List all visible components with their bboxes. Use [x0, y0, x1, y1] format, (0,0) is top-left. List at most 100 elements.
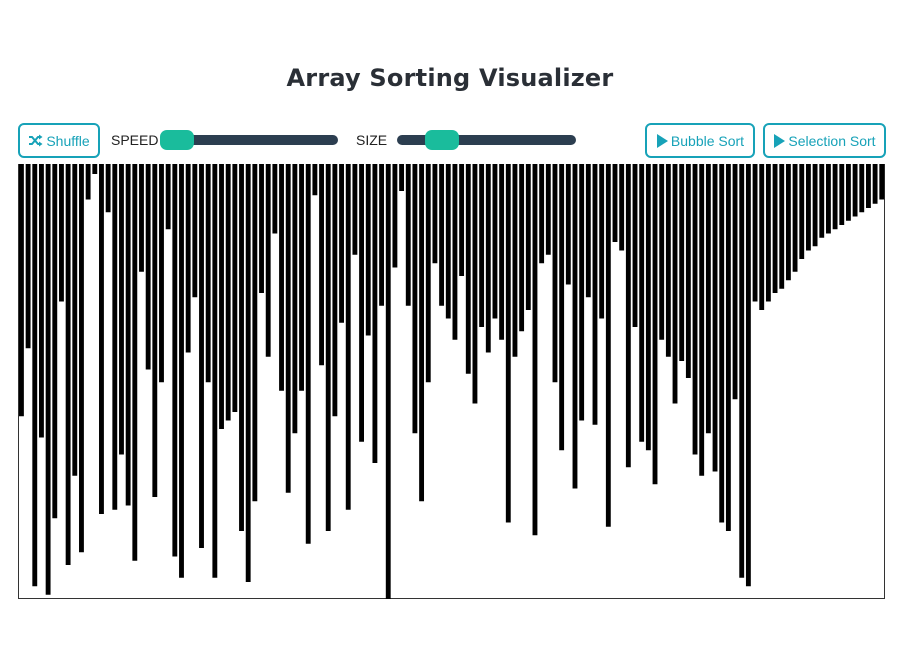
- array-bar: [85, 164, 91, 200]
- array-bar: [285, 164, 291, 493]
- play-icon: [773, 133, 786, 148]
- array-bar: [25, 164, 31, 349]
- array-bar: [559, 164, 565, 451]
- array-bar: [605, 164, 611, 527]
- size-slider[interactable]: [397, 130, 576, 150]
- array-bar: [492, 164, 498, 319]
- array-bar: [245, 164, 251, 582]
- bars-canvas: [18, 164, 885, 599]
- array-bar: [392, 164, 398, 268]
- array-bar: [505, 164, 511, 523]
- array-bar: [99, 164, 104, 514]
- array-bar: [672, 164, 678, 404]
- size-label: SIZE: [356, 132, 388, 148]
- bubble-sort-label: Bubble Sort: [670, 132, 745, 149]
- array-bar: [412, 164, 418, 434]
- array-bar: [165, 164, 171, 230]
- array-bar: [345, 164, 351, 510]
- array-bar: [432, 164, 438, 264]
- array-bar: [839, 164, 845, 225]
- selection-sort-button[interactable]: Selection Sort: [763, 123, 886, 158]
- array-bar: [92, 164, 98, 174]
- array-bar: [185, 164, 191, 353]
- array-bar: [539, 164, 545, 264]
- array-bar: [659, 164, 665, 340]
- array-bar: [292, 164, 298, 434]
- array-bar: [279, 164, 284, 391]
- array-bar: [145, 164, 151, 370]
- array-bar: [405, 164, 411, 306]
- speed-slider[interactable]: [160, 130, 338, 150]
- array-bar: [872, 164, 878, 204]
- array-bar: [325, 164, 331, 531]
- array-bar: [52, 164, 58, 519]
- array-bar: [879, 164, 885, 200]
- array-bar: [485, 164, 491, 353]
- array-bar: [799, 164, 805, 259]
- array-bar: [305, 164, 311, 544]
- array-bar: [572, 164, 578, 489]
- array-bar: [19, 164, 24, 417]
- bars-svg: [19, 164, 885, 599]
- array-bar: [599, 164, 605, 319]
- shuffle-button[interactable]: Shuffle: [18, 123, 100, 158]
- array-bar: [212, 164, 218, 578]
- array-bar: [705, 164, 711, 434]
- array-bar: [739, 164, 745, 578]
- array-bar: [132, 164, 138, 561]
- array-bar: [512, 164, 518, 357]
- array-bar: [532, 164, 538, 536]
- array-bar: [439, 164, 445, 306]
- speed-label: SPEED: [111, 132, 159, 148]
- speed-slider-thumb[interactable]: [160, 130, 194, 150]
- array-bar: [725, 164, 731, 531]
- size-slider-thumb[interactable]: [425, 130, 459, 150]
- array-bar: [745, 164, 751, 587]
- array-bar: [299, 164, 304, 391]
- array-bar: [452, 164, 458, 340]
- array-bar: [792, 164, 798, 272]
- array-bar: [525, 164, 531, 310]
- array-bar: [499, 164, 505, 340]
- array-bar: [852, 164, 858, 217]
- play-icon: [656, 133, 668, 148]
- array-bar: [339, 164, 344, 323]
- array-bar: [825, 164, 831, 234]
- array-bar: [685, 164, 691, 378]
- array-bar: [72, 164, 78, 476]
- array-bar: [112, 164, 118, 510]
- array-bar: [45, 164, 51, 595]
- array-bar: [105, 164, 111, 213]
- array-bar: [192, 164, 198, 298]
- array-bar: [579, 164, 585, 421]
- array-bar: [352, 164, 358, 255]
- array-bar: [865, 164, 871, 208]
- array-bar: [552, 164, 558, 383]
- array-bar: [32, 164, 38, 587]
- array-bar: [79, 164, 84, 553]
- array-bar: [39, 164, 44, 438]
- array-bar: [819, 164, 825, 238]
- array-bar: [272, 164, 278, 234]
- array-bar: [419, 164, 425, 502]
- array-bar: [319, 164, 324, 366]
- array-bar: [59, 164, 64, 302]
- array-bar: [359, 164, 364, 442]
- array-bar: [632, 164, 638, 327]
- array-bar: [179, 164, 184, 578]
- array-bar: [765, 164, 771, 302]
- array-bar: [472, 164, 478, 404]
- array-bar: [372, 164, 378, 463]
- array-bar: [752, 164, 758, 302]
- array-bar: [692, 164, 698, 455]
- array-bar: [679, 164, 685, 361]
- array-bar: [779, 164, 785, 289]
- array-bar: [759, 164, 765, 310]
- array-bar: [719, 164, 725, 523]
- array-bar: [519, 164, 525, 332]
- array-bar: [205, 164, 211, 383]
- bubble-sort-button[interactable]: Bubble Sort: [645, 123, 755, 158]
- array-bar: [232, 164, 238, 412]
- array-bar: [459, 164, 465, 276]
- array-bar: [645, 164, 651, 451]
